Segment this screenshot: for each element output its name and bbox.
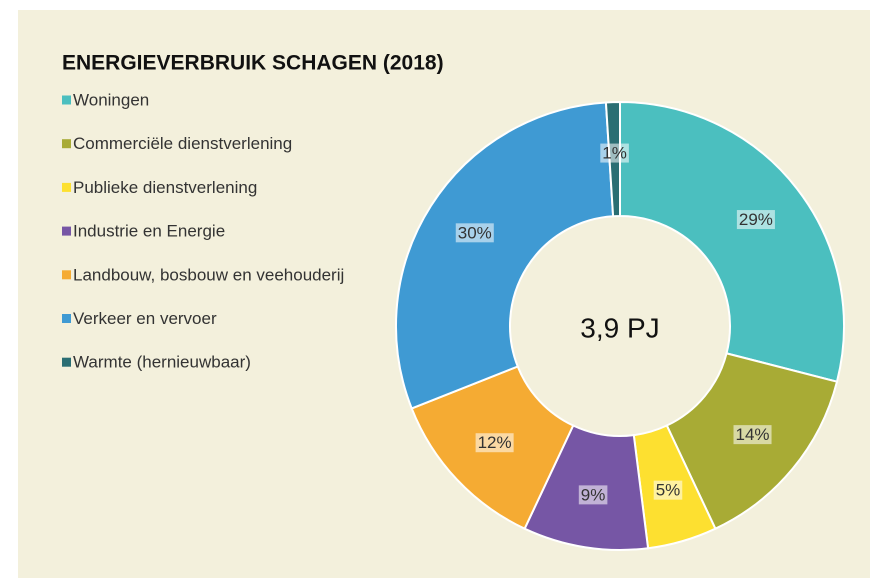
data-label-box xyxy=(475,433,514,453)
data-label: 30% xyxy=(458,223,492,242)
legend-label: Warmte (hernieuwbaar) xyxy=(73,353,251,372)
data-label-box xyxy=(736,210,775,230)
data-label: 29% xyxy=(739,210,773,229)
legend-label: Publieke dienstverlening xyxy=(73,178,257,197)
legend-label: Landbouw, bosbouw en veehouderij xyxy=(73,265,344,284)
legend-label: Verkeer en vervoer xyxy=(73,309,217,328)
legend-label: Woningen xyxy=(73,90,149,109)
data-label-box xyxy=(653,480,683,500)
data-label: 12% xyxy=(478,433,512,452)
center-label: 3,9 PJ xyxy=(580,312,659,343)
data-label: 1% xyxy=(602,144,627,163)
donut-segment xyxy=(619,100,845,383)
legend-label: Industrie en Energie xyxy=(73,222,225,241)
data-label-box xyxy=(578,485,608,505)
data-label: 5% xyxy=(656,481,681,500)
data-label: 9% xyxy=(581,485,606,504)
legend-swatch xyxy=(62,139,71,149)
legend-swatch xyxy=(62,226,71,236)
legend-swatch xyxy=(62,270,71,280)
legend-swatch xyxy=(62,314,71,323)
data-label-box xyxy=(600,143,629,163)
chart-title: ENERGIEVERBRUIK SCHAGEN (2018) xyxy=(62,52,444,75)
data-label: 14% xyxy=(736,425,770,444)
legend-label: Commerciële dienstverlening xyxy=(73,134,292,153)
donut-segment xyxy=(395,101,615,410)
data-label-box xyxy=(455,223,494,243)
data-label-box xyxy=(733,425,772,445)
legend-swatch xyxy=(62,95,71,105)
legend-swatch xyxy=(62,357,71,367)
legend-swatch xyxy=(62,182,71,192)
